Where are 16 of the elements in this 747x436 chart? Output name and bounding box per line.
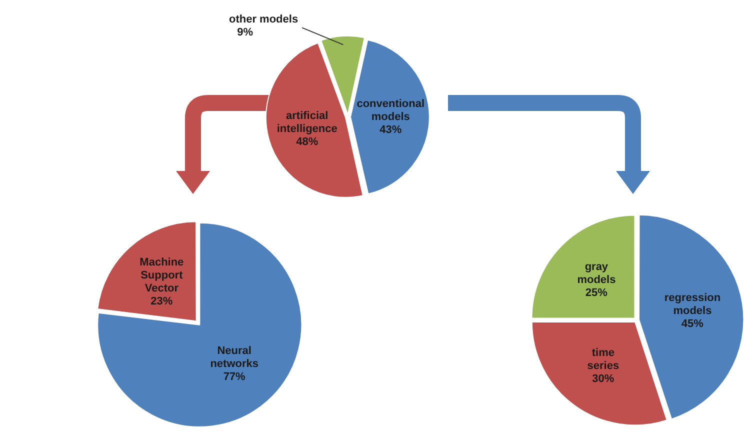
data-label: 77% <box>223 370 246 383</box>
data-label: 45% <box>681 318 704 330</box>
slice-label: artificial intelligence <box>276 110 338 136</box>
slice-label: Neural networks <box>210 344 258 370</box>
data-label: 48% <box>296 136 318 148</box>
slice-label: gray models <box>577 260 616 286</box>
slice-label: regression models <box>664 292 721 318</box>
data-label: 23% <box>150 296 173 308</box>
data-label: 9% <box>237 26 254 39</box>
slice-label: conventional models <box>356 98 425 123</box>
slice-label: time series <box>587 346 620 372</box>
data-label: 25% <box>585 286 608 299</box>
slice-label: other models <box>228 14 298 26</box>
data-label: 43% <box>380 124 402 136</box>
slice-label: Machine Support Vector <box>140 256 184 295</box>
data-label: 30% <box>592 372 614 385</box>
